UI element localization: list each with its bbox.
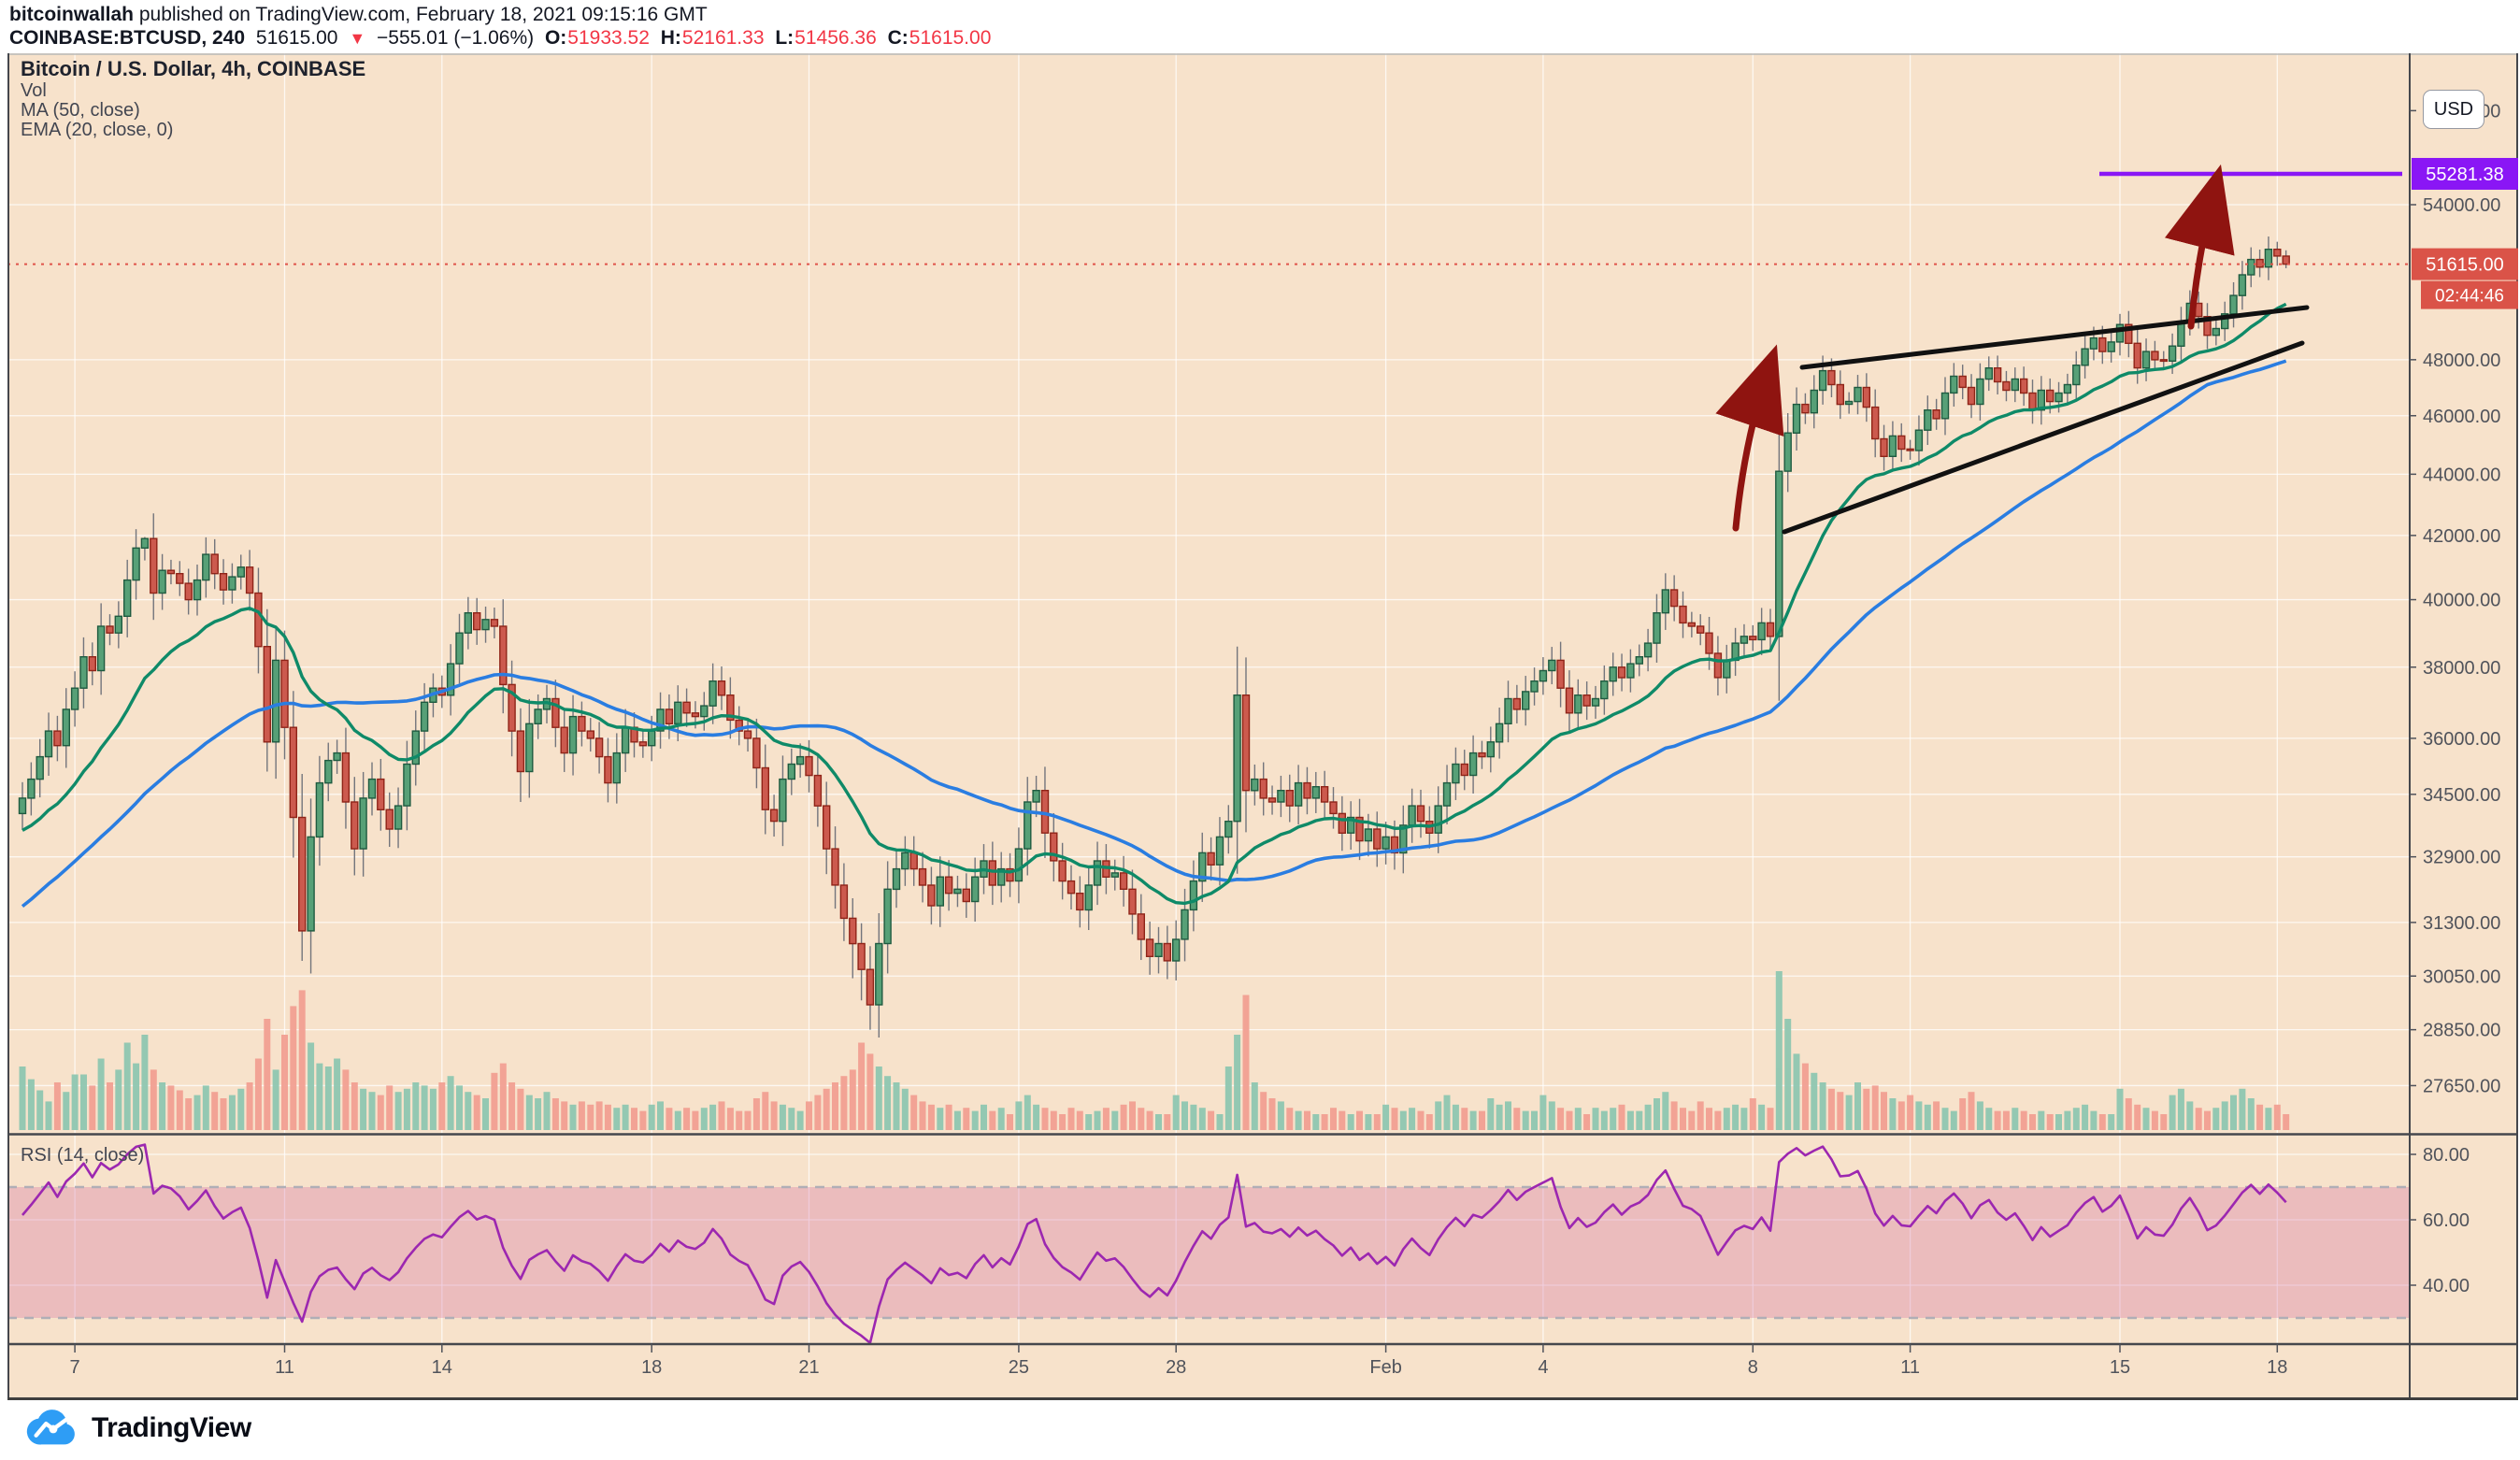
ma50-line	[21, 359, 2287, 909]
svg-text:30050.00: 30050.00	[2423, 966, 2500, 987]
author-name: bitcoinwallah	[9, 4, 135, 25]
close-value: 51615.00	[909, 27, 992, 49]
svg-text:40.00: 40.00	[2423, 1276, 2470, 1296]
countdown-badge: 02:44:46	[2421, 280, 2518, 309]
svg-text:21: 21	[798, 1357, 819, 1378]
legend-ma: MA (50, close)	[21, 100, 140, 121]
low-value: 51456.36	[795, 27, 877, 49]
symbol-label: COINBASE:BTCUSD, 240	[9, 27, 246, 49]
time-axis[interactable]: 7 11 14 18 21 25 28 Feb 4 8 11 15 18	[70, 1344, 2288, 1378]
last-price-badge: 51615.00	[2412, 248, 2518, 280]
svg-text:14: 14	[432, 1357, 452, 1378]
high-label: H:	[660, 27, 681, 49]
svg-text:27650.00: 27650.00	[2423, 1076, 2500, 1096]
quote-line: COINBASE:BTCUSD, 240 51615.00 ▼ −555.01 …	[9, 27, 996, 50]
svg-text:8: 8	[1748, 1357, 1758, 1378]
open-label: O:	[544, 27, 567, 49]
svg-text:7: 7	[70, 1357, 80, 1378]
rsi-line	[21, 1143, 2287, 1344]
svg-text:60.00: 60.00	[2423, 1210, 2470, 1231]
svg-text:15: 15	[2110, 1357, 2130, 1378]
svg-text:48000.00: 48000.00	[2423, 351, 2500, 371]
rsi-band	[7, 1185, 2410, 1320]
svg-text:28850.00: 28850.00	[2423, 1021, 2500, 1041]
currency-label: USD	[2433, 98, 2474, 120]
price-down-icon: ▼	[349, 29, 366, 48]
low-label: L:	[775, 27, 795, 49]
chart-area[interactable]: 58000.0054000.0048000.0046000.0044000.00…	[7, 53, 2518, 1400]
price-change: −555.01 (−1.06%)	[377, 27, 535, 49]
drawing-trendlines[interactable]	[1782, 305, 2310, 535]
tradingview-logo-icon	[26, 1410, 75, 1445]
currency-toggle-button[interactable]: USD	[2423, 90, 2484, 129]
open-value: 51933.52	[567, 27, 650, 49]
svg-text:4: 4	[1538, 1357, 1548, 1378]
ema20-line	[21, 302, 2287, 906]
svg-text:80.00: 80.00	[2423, 1145, 2470, 1166]
svg-text:25: 25	[1009, 1357, 1029, 1378]
svg-text:36000.00: 36000.00	[2423, 729, 2500, 750]
svg-text:02:44:46: 02:44:46	[2435, 287, 2504, 307]
svg-text:Feb: Feb	[1369, 1357, 1401, 1378]
footer: TradingView	[26, 1406, 251, 1451]
svg-text:42000.00: 42000.00	[2423, 526, 2500, 547]
legend-ema: EMA (20, close, 0)	[21, 120, 174, 140]
svg-text:46000.00: 46000.00	[2423, 407, 2500, 427]
volume-series	[19, 971, 2290, 1130]
pane-borders	[7, 53, 2518, 1400]
svg-text:38000.00: 38000.00	[2423, 658, 2500, 679]
svg-text:28: 28	[1166, 1357, 1186, 1378]
svg-text:18: 18	[2267, 1357, 2287, 1378]
svg-text:18: 18	[641, 1357, 662, 1378]
rsi-legend: RSI (14, close)	[21, 1145, 145, 1166]
svg-text:11: 11	[275, 1357, 294, 1378]
svg-text:55281.38: 55281.38	[2426, 165, 2503, 185]
svg-text:31300.00: 31300.00	[2423, 913, 2500, 934]
candlestick-series	[18, 236, 2290, 1038]
svg-text:11: 11	[1900, 1357, 1920, 1378]
legend-volume: Vol	[21, 80, 47, 101]
svg-text:40000.00: 40000.00	[2423, 591, 2500, 611]
brand-name: TradingView	[92, 1412, 251, 1443]
rsi-axis[interactable]: 80.00 60.00 40.00	[2410, 1145, 2470, 1296]
svg-text:34500.00: 34500.00	[2423, 785, 2500, 806]
target-price-badge: 55281.38	[2412, 157, 2518, 190]
svg-text:32900.00: 32900.00	[2423, 848, 2500, 868]
svg-text:51615.00: 51615.00	[2426, 255, 2503, 276]
pane-legend: Bitcoin / U.S. Dollar, 4h, COINBASE Vol …	[21, 59, 365, 140]
drawing-arrows[interactable]	[1715, 164, 2235, 532]
close-label: C:	[887, 27, 909, 49]
svg-text:54000.00: 54000.00	[2423, 195, 2500, 216]
publish-info: published on TradingView.com, February 1…	[134, 4, 708, 25]
publish-header: bitcoinwallah published on TradingView.c…	[9, 4, 708, 26]
high-value: 52161.33	[681, 27, 765, 49]
svg-text:44000.00: 44000.00	[2423, 465, 2500, 485]
chart-canvas[interactable]: 58000.0054000.0048000.0046000.0044000.00…	[7, 53, 2518, 1400]
last-price-text: 51615.00	[255, 27, 338, 49]
chart-title: Bitcoin / U.S. Dollar, 4h, COINBASE	[21, 57, 366, 80]
